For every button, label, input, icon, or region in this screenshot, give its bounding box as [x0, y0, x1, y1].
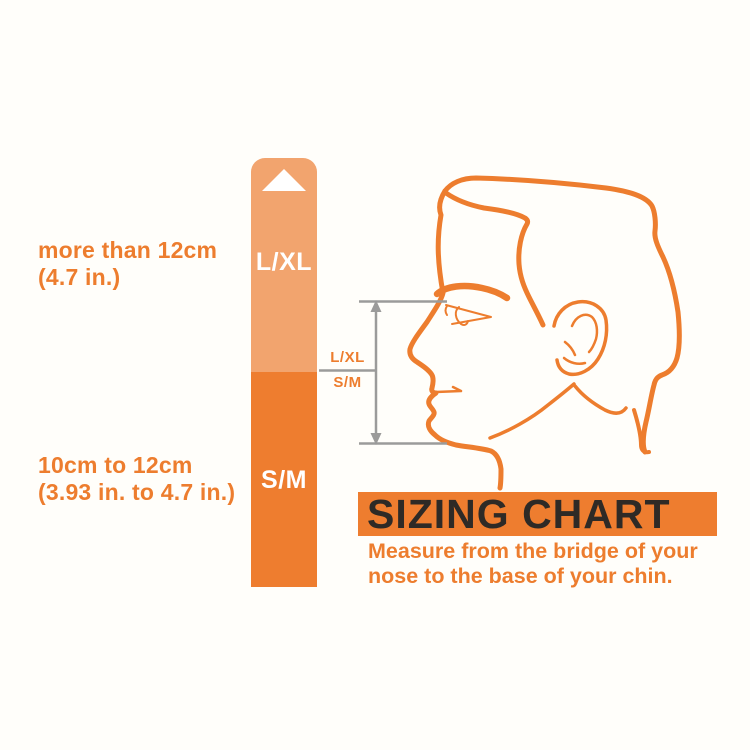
eye	[444, 304, 492, 326]
measure-label-lxl: L/XL	[330, 349, 365, 366]
range-label-large-line2: (4.7 in.)	[38, 264, 121, 290]
range-label-small-line1: 10cm to 12cm	[38, 452, 193, 478]
size-scale-bar-sm-section	[251, 372, 317, 587]
ear-outline	[552, 299, 609, 377]
title-banner: SIZING CHART	[358, 490, 717, 537]
measure-label-sm: S/M	[333, 374, 362, 391]
range-label-large-line1: more than 12cm	[38, 237, 218, 263]
neck-back-line	[632, 408, 651, 455]
hair-outline	[442, 175, 682, 455]
mouth-line	[434, 385, 463, 394]
measure-arrowhead-down-icon	[370, 433, 382, 445]
measure-instruction-line1: Measure from the bridge of your	[368, 539, 698, 563]
bar-label-sm: S/M	[261, 466, 307, 494]
ear-inner-detail	[562, 313, 599, 366]
jaw-neck-line	[573, 384, 628, 415]
measure-instruction-line2: nose to the base of your chin.	[368, 564, 673, 588]
measurement-guides	[319, 300, 447, 445]
jaw-line	[488, 382, 576, 440]
page-title: SIZING CHART	[367, 490, 671, 537]
measure-arrowhead-up-icon	[370, 300, 382, 312]
range-label-small-line2: (3.93 in. to 4.7 in.)	[38, 479, 236, 505]
range-label-small: 10cm to 12cm (3.93 in. to 4.7 in.)	[38, 452, 235, 506]
eyebrow	[433, 282, 511, 302]
bar-label-lxl: L/XL	[255, 248, 313, 276]
hairline-front	[443, 190, 546, 328]
range-label-large: more than 12cm (4.7 in.)	[38, 237, 217, 291]
up-triangle-icon	[262, 169, 306, 191]
size-scale-bar: L/XL S/M	[251, 158, 317, 587]
measure-instruction: Measure from the bridge of your nose to …	[368, 539, 698, 589]
